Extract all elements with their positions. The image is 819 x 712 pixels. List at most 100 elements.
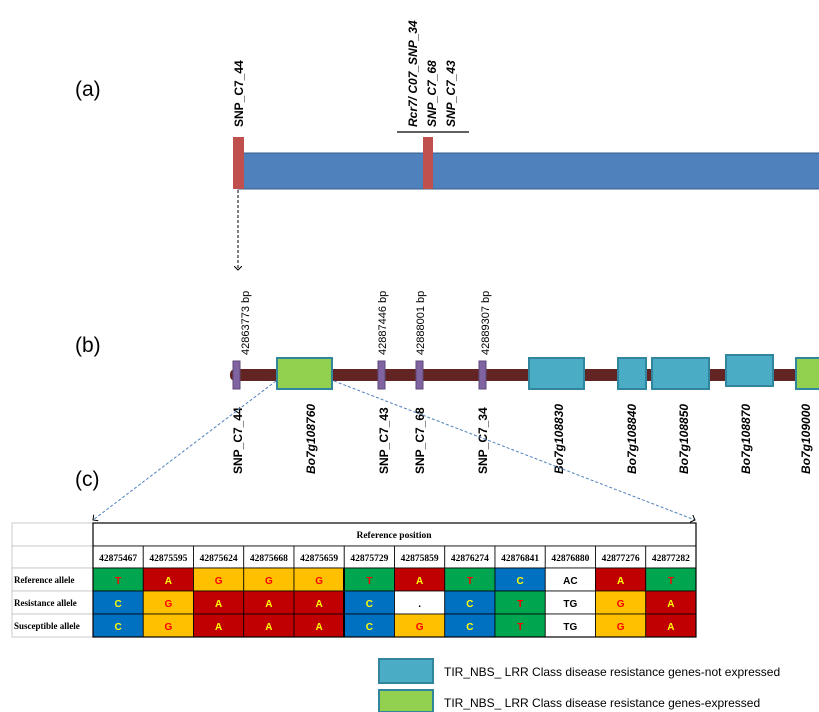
allele-value: A (316, 622, 323, 633)
feature-label-snp-c7-43: SNP_C7_43 (377, 407, 391, 474)
allele-value: C (115, 622, 122, 633)
panel-label-a: (a) (75, 78, 101, 101)
position-value: 42876274 (451, 554, 489, 564)
marker-cluster (423, 137, 433, 189)
allele-value: A (165, 576, 172, 587)
allele-value: G (164, 599, 172, 610)
position-value: 42877276 (602, 554, 640, 564)
marker-snp-c7-44 (233, 137, 244, 189)
gene-box-bo7g108830 (528, 357, 585, 390)
table-position-corner (11, 545, 94, 569)
allele-table: Reference position 42875467 42875595 42875… (11, 522, 697, 638)
allele-value: C (366, 599, 373, 610)
allele-value: . (418, 599, 421, 610)
position-value: 42875859 (401, 554, 439, 564)
allele-value: G (617, 599, 625, 610)
position-label-4: 42889307 bp (480, 291, 492, 355)
panel-label-b: (b) (75, 334, 101, 357)
allele-value: T (467, 576, 473, 587)
allele-value: TG (563, 622, 577, 633)
panel-a: SNP_C7_44 Rcr7/ C07_SNP_34 SNP_C7_68 SNP… (232, 20, 819, 270)
row-label: Susceptible allele (14, 621, 80, 631)
allele-value: AC (563, 576, 577, 587)
row-label: Resistance allele (14, 598, 77, 608)
position-value: 42875659 (300, 554, 338, 564)
feature-label-bo7g108870: Bo7g108870 (739, 404, 753, 474)
feature-label-bo7g108840: Bo7g108840 (625, 404, 639, 474)
position-value: 42875595 (149, 554, 187, 564)
position-label-3: 42888001 bp (415, 291, 427, 355)
feature-label-snp-c7-68: SNP_C7_68 (413, 407, 427, 474)
feature-label-bo7g109000: Bo7g109000 (799, 404, 813, 474)
feature-label-snp-c7-34: SNP_C7_34 (476, 407, 490, 474)
gene-box-bo7g108760 (276, 357, 333, 390)
position-value: 42875729 (350, 554, 388, 564)
allele-value: G (265, 576, 273, 587)
allele-value: A (416, 576, 423, 587)
allele-value: T (517, 622, 523, 633)
allele-value: C (115, 599, 122, 610)
position-value: 42877282 (652, 554, 690, 564)
position-label-2: 42887446 bp (377, 291, 389, 355)
allele-value: C (466, 599, 473, 610)
allele-value: T (517, 599, 523, 610)
zoom-line-left (93, 380, 277, 520)
feature-label-bo7g108760: Bo7g108760 (304, 404, 318, 474)
allele-value: A (265, 622, 272, 633)
snp-box-c7-44 (232, 360, 241, 390)
panel-label-c: (c) (75, 468, 100, 491)
legend-swatch-expressed (378, 689, 434, 712)
snp-box-c7-68 (415, 360, 424, 390)
marker-label-snp-c7-43: SNP_C7_43 (444, 60, 458, 127)
allele-value: A (667, 622, 674, 633)
allele-value: A (667, 599, 674, 610)
position-value: 42876841 (501, 554, 539, 564)
gene-box-bo7g109000 (795, 357, 819, 390)
allele-value: A (617, 576, 624, 587)
legend-label-expressed: TIR_NBS_ LRR Class disease resistance ge… (444, 696, 760, 710)
position-value: 42876880 (551, 554, 589, 564)
allele-value: T (668, 576, 674, 587)
allele-value: C (366, 622, 373, 633)
zoom-line-right (333, 380, 695, 520)
allele-value: A (265, 599, 272, 610)
position-value: 42875624 (200, 554, 238, 564)
chromosome-bar (237, 152, 819, 190)
allele-value: T (366, 576, 372, 587)
feature-label-bo7g108830: Bo7g108830 (552, 404, 566, 474)
position-value: 42875467 (99, 554, 137, 564)
allele-value: C (466, 622, 473, 633)
table-header-label: Reference position (356, 531, 432, 541)
position-row: 42875467 42875595 42875624 42875668 42875659… (92, 545, 697, 569)
allele-value: G (215, 576, 223, 587)
allele-value: A (215, 622, 222, 633)
snp-box-c7-34 (478, 360, 487, 390)
panel-b: 42863773 bp 42887446 bp 42888001 bp 4288… (93, 291, 819, 520)
allele-value: A (215, 599, 222, 610)
allele-value: G (617, 622, 625, 633)
allele-rows: Reference allele T A G G G T A T C AC A TResistance … (11, 567, 697, 638)
allele-value: G (164, 622, 172, 633)
snp-box-c7-43 (377, 360, 386, 390)
legend-swatch-not-expressed (378, 658, 434, 684)
feature-label-snp-c7-44: SNP_C7_44 (231, 407, 245, 474)
allele-value: G (315, 576, 323, 587)
marker-label-rcr7: Rcr7/ C07_SNP_34 (406, 20, 420, 127)
position-label-1: 42863773 bp (240, 291, 252, 355)
allele-value: A (316, 599, 323, 610)
marker-label-snp-c7-44: SNP_C7_44 (232, 60, 246, 127)
gene-box-bo7g108840 (617, 357, 647, 390)
allele-value: G (416, 622, 424, 633)
row-label: Reference allele (14, 575, 75, 585)
allele-value: C (517, 576, 524, 587)
allele-value: T (115, 576, 121, 587)
legend-label-not-expressed: TIR_NBS_ LRR Class disease resistance ge… (444, 665, 780, 679)
feature-label-bo7g108850: Bo7g108850 (677, 404, 691, 474)
table-corner-cell (11, 522, 94, 547)
allele-value: TG (563, 599, 577, 610)
legend: TIR_NBS_ LRR Class disease resistance ge… (378, 658, 780, 712)
gene-box-bo7g108850 (651, 357, 710, 390)
position-value: 42875668 (250, 554, 288, 564)
table-outline (92, 522, 697, 638)
